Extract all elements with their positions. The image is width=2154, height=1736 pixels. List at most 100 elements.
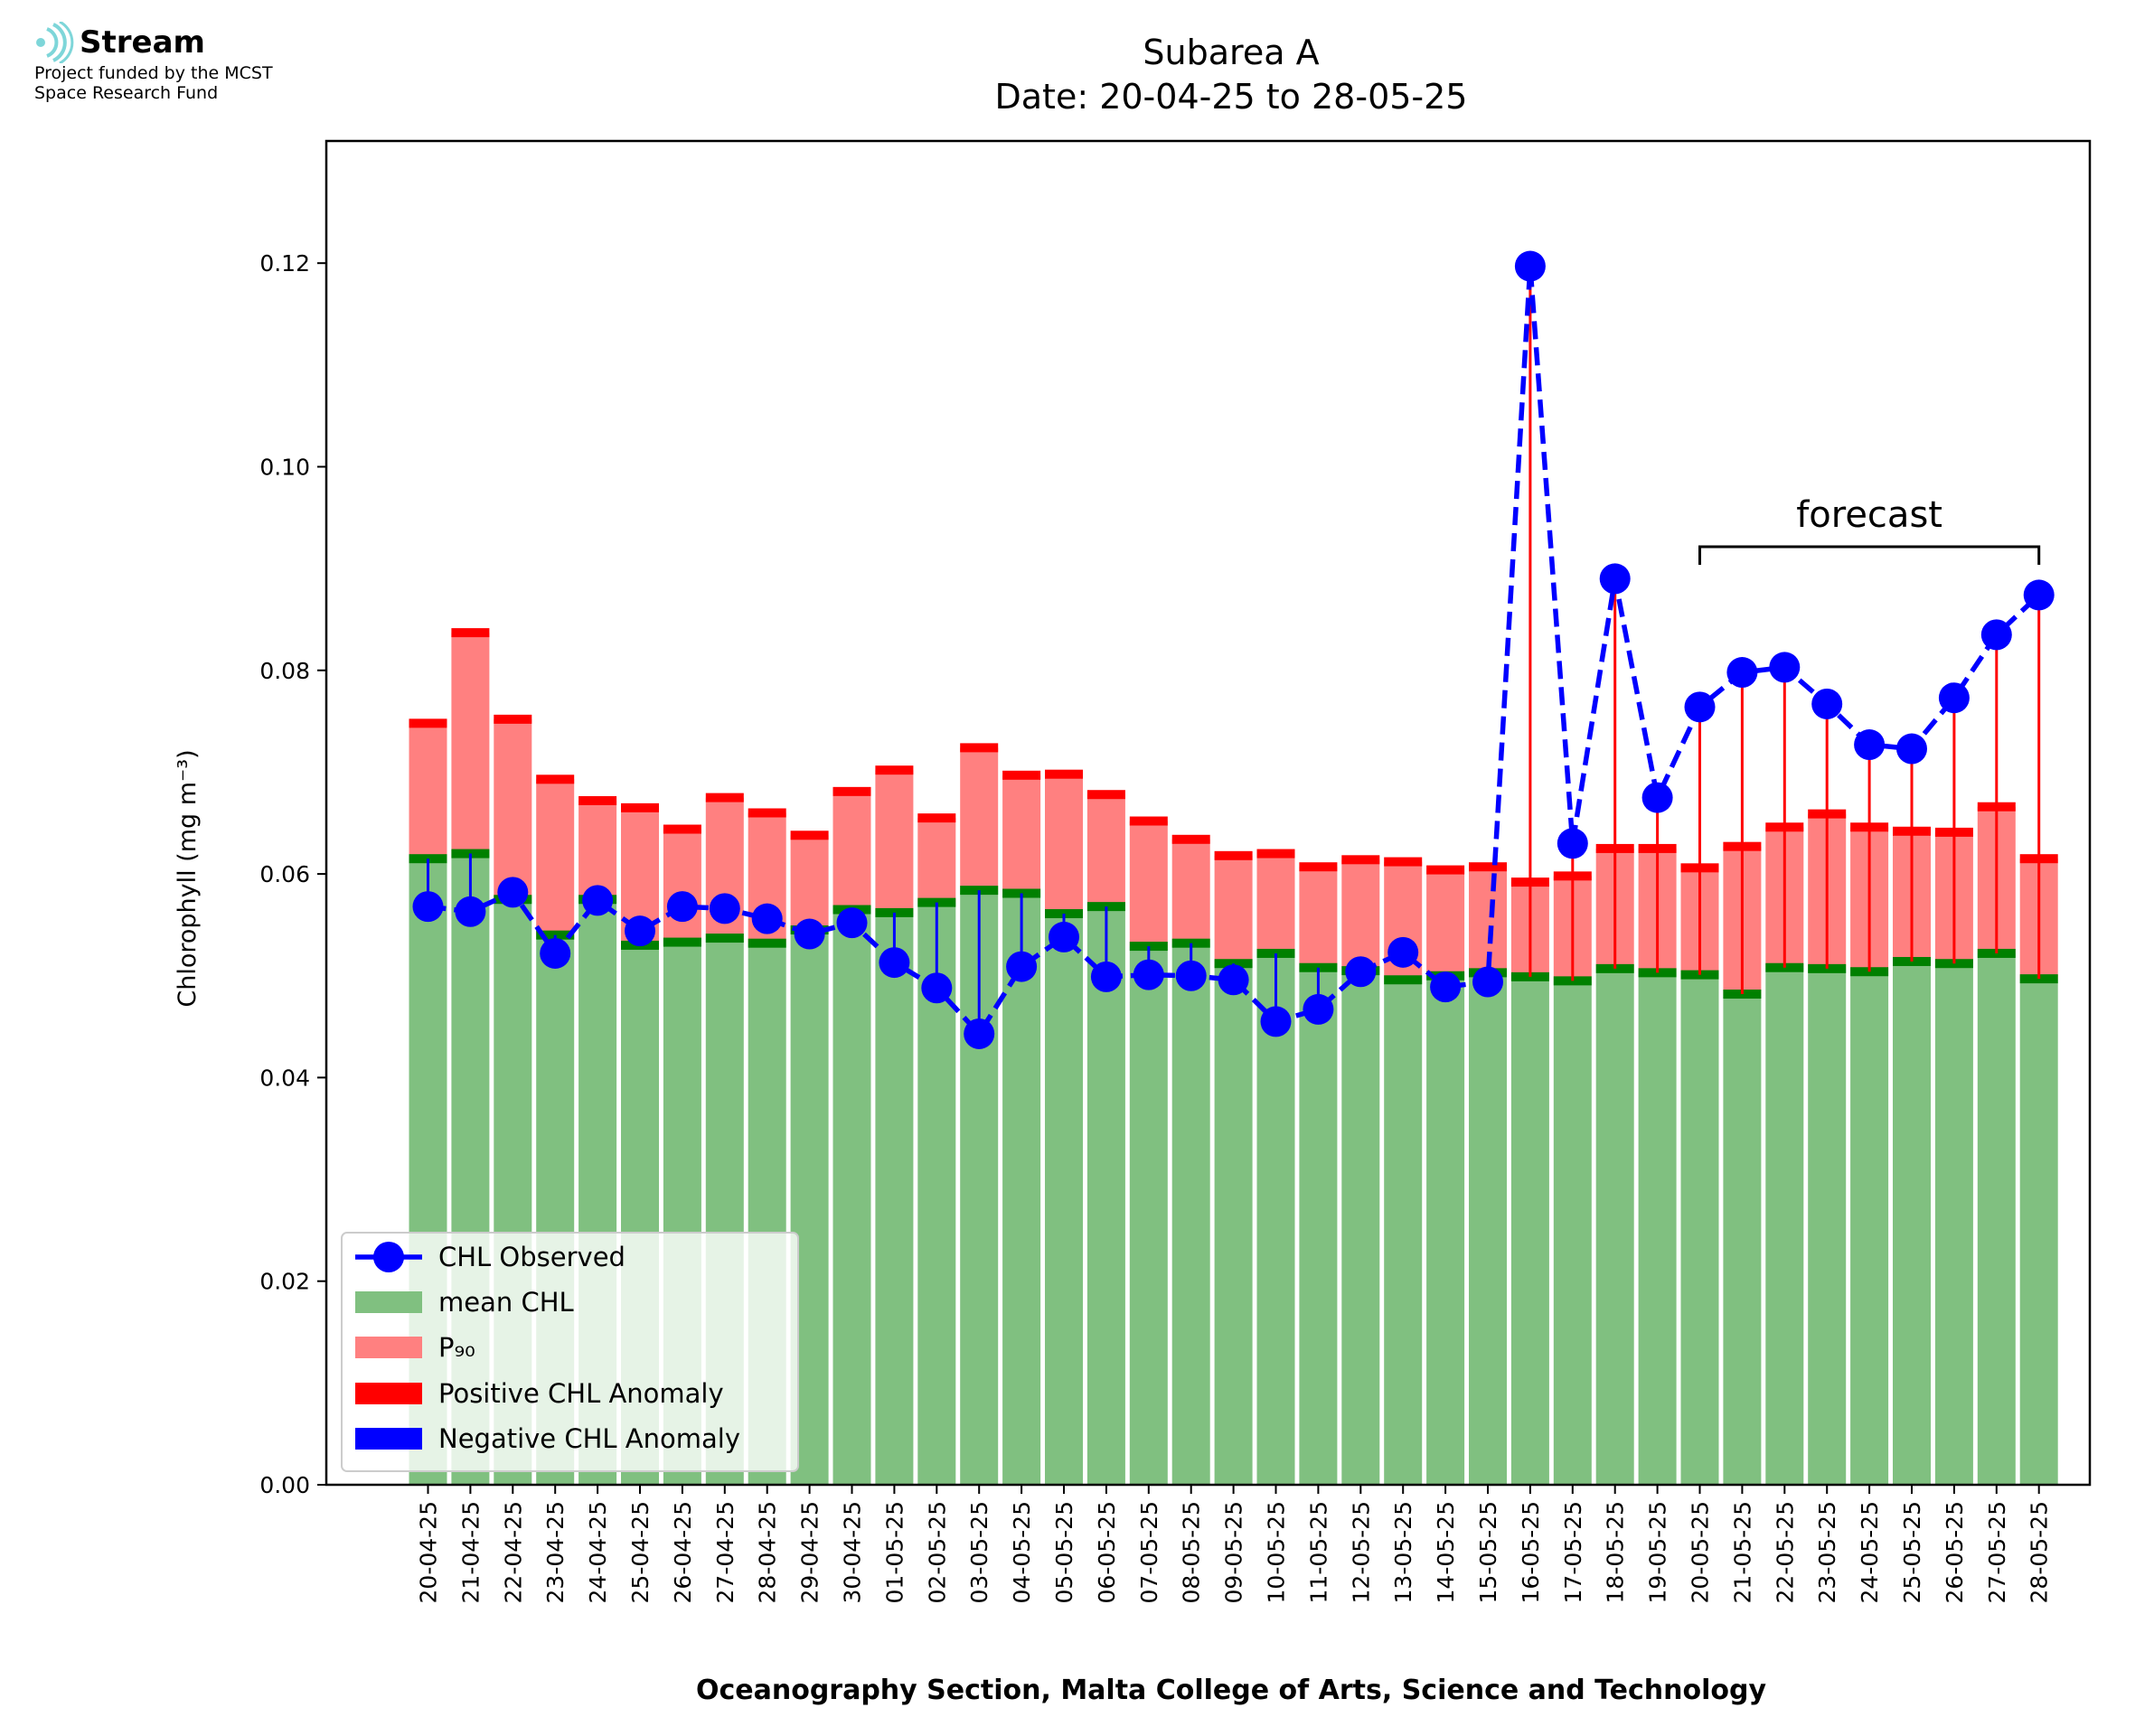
p90-bar (917, 818, 956, 903)
x-tick-label: 21-04-25 (457, 1501, 484, 1603)
x-tick-label: 17-05-25 (1560, 1501, 1586, 1603)
x-tick-label: 25-05-25 (1899, 1501, 1925, 1603)
forecast-label: forecast (1796, 494, 1942, 536)
p90-cap (1426, 865, 1465, 875)
legend-mean-swatch (355, 1291, 422, 1313)
p90-bar (451, 633, 490, 854)
observed-point (1811, 688, 1843, 719)
p90-bar (832, 791, 871, 910)
observed-point (1133, 959, 1164, 990)
p90-cap (875, 765, 914, 775)
logo-name: Stream (80, 24, 205, 61)
x-tick-label: 23-04-25 (542, 1501, 569, 1603)
p90-bar (1086, 794, 1125, 907)
p90-cap (1045, 769, 1083, 779)
p90-bar (1002, 774, 1041, 894)
logo-funding-line-1: Project funded by the MCST (34, 63, 273, 83)
p90-cap (1002, 770, 1041, 780)
observed-point (921, 972, 953, 1004)
p90-cap (960, 743, 999, 753)
observed-point (709, 893, 740, 924)
p90-cap (621, 802, 659, 812)
observed-point (1260, 1006, 1292, 1037)
observed-point (1769, 652, 1801, 683)
mean-bar (1299, 967, 1338, 1485)
p90-cap (1171, 834, 1210, 844)
mean-bar (1977, 952, 2016, 1485)
p90-bar (409, 723, 447, 859)
legend: CHL Observed mean CHL P₉₀ Positive CHL Anom… (341, 1232, 799, 1472)
stream-logo: Stream Project funded by the MCST Space … (34, 22, 273, 103)
legend-p90-swatch (355, 1337, 422, 1358)
observed-point (1684, 691, 1716, 723)
legend-box (341, 1232, 799, 1472)
legend-label: P₉₀ (438, 1332, 475, 1363)
p90-bar (536, 779, 575, 935)
observed-point (879, 947, 910, 979)
p90-bar (1299, 867, 1338, 968)
x-tick-label: 27-04-25 (712, 1501, 738, 1603)
observed-point (1557, 828, 1588, 859)
plot-frame (325, 139, 2092, 1487)
x-tick-label: 15-05-25 (1475, 1501, 1501, 1603)
legend-label: CHL Observed (438, 1242, 626, 1272)
observed-point (1726, 657, 1758, 689)
mean-bar (1384, 980, 1423, 1485)
mean-cap (705, 934, 744, 943)
x-tick-label: 22-04-25 (500, 1501, 526, 1603)
observed-point (1090, 961, 1122, 992)
legend-label: Positive CHL Anomaly (438, 1378, 724, 1409)
observed-point (497, 877, 529, 908)
x-axis-label: Oceanography Section, Malta College of A… (696, 1675, 1767, 1706)
y-tick-label: 0.12 (259, 250, 310, 277)
p90-bar (1426, 869, 1465, 976)
mean-bar (1723, 994, 1762, 1485)
mean-bar (1510, 976, 1549, 1485)
p90-bar (1214, 855, 1253, 964)
x-tick-label: 07-05-25 (1136, 1501, 1162, 1603)
p90-bar (790, 835, 829, 931)
x-tick-label: 28-04-25 (755, 1501, 781, 1603)
p90-cap (536, 774, 575, 784)
y-tick-label: 0.06 (259, 861, 310, 887)
p90-cap (578, 795, 617, 805)
legend-positive-swatch (355, 1383, 422, 1404)
mean-bar (1850, 971, 1889, 1485)
mean-bar (1934, 963, 1973, 1485)
p90-cap (494, 714, 532, 724)
observed-point (582, 885, 614, 916)
legend-negative-swatch (355, 1428, 422, 1450)
observed-point (964, 1018, 995, 1049)
mean-bar (875, 912, 914, 1485)
stream-waves-icon (36, 22, 74, 63)
x-tick-label: 20-04-25 (416, 1501, 442, 1603)
x-tick-label: 27-05-25 (1984, 1501, 2010, 1603)
x-tick-label: 04-05-25 (1009, 1501, 1035, 1603)
p90-cap (748, 808, 786, 818)
mean-bar (1214, 963, 1253, 1485)
p90-cap (832, 786, 871, 796)
observed-point (794, 918, 825, 950)
x-tick-label: 19-05-25 (1645, 1501, 1671, 1603)
observed-point (455, 896, 486, 927)
mean-bar (1553, 981, 1592, 1485)
x-tick-label: 24-05-25 (1857, 1501, 1883, 1603)
chart-subtitle: Date: 20-04-25 to 28-05-25 (995, 77, 1468, 117)
mean-bar (1341, 971, 1380, 1485)
mean-bar (1680, 974, 1719, 1485)
y-tick-label: 0.02 (259, 1269, 310, 1295)
x-tick-label: 13-05-25 (1390, 1501, 1416, 1603)
mean-bar (1638, 972, 1677, 1485)
mean-cap (1384, 975, 1423, 985)
y-tick-label: 0.08 (259, 658, 310, 684)
observed-point (1218, 964, 1249, 996)
p90-cap (705, 793, 744, 802)
x-tick-label: 26-04-25 (670, 1501, 696, 1603)
mean-cap (748, 938, 786, 948)
x-tick-label: 12-05-25 (1348, 1501, 1374, 1603)
plot-area: forecast (409, 250, 2058, 1485)
x-tick-label: 01-05-25 (881, 1501, 908, 1603)
observed-point (1430, 971, 1462, 1003)
p90-bar (875, 770, 914, 913)
